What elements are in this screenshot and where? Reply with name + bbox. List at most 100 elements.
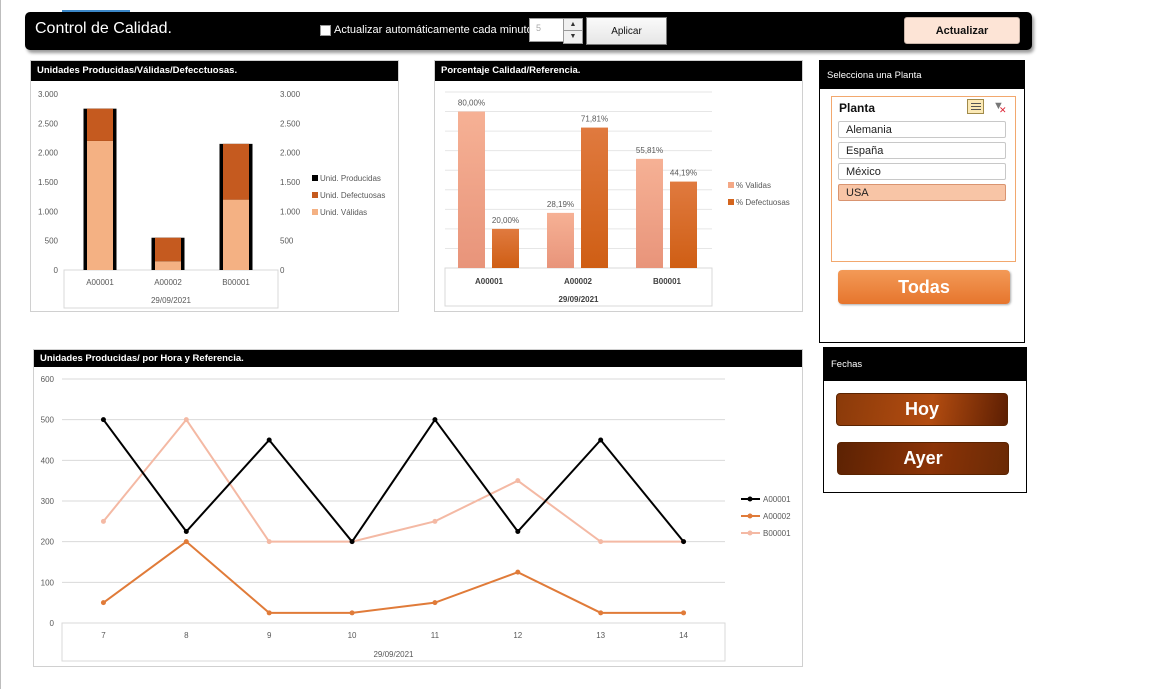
- x-axis-tick-label: 14: [679, 631, 688, 640]
- bar-defectuosas: [581, 127, 608, 268]
- data-point: [100, 600, 106, 606]
- refresh-button[interactable]: Actualizar: [904, 17, 1020, 44]
- legend-swatch: [312, 192, 318, 198]
- sheet-tab-indicator: [62, 10, 130, 13]
- x-axis-tick-label: 11: [431, 631, 440, 640]
- slicer-item-usa[interactable]: USA: [838, 184, 1006, 201]
- data-point: [515, 478, 521, 484]
- stepper-down-icon[interactable]: ▼: [569, 33, 577, 40]
- y-axis-tick-label: 500: [41, 416, 55, 425]
- data-point: [515, 569, 521, 575]
- data-point: [681, 610, 687, 616]
- legend-marker: [747, 513, 753, 519]
- category-label: A00002: [154, 278, 182, 287]
- x-axis-tick-label: 13: [596, 631, 605, 640]
- units-chart: 0 0 500 500 1.000 1.000 1.500 1.500 2.000 2.000 2.…: [38, 90, 385, 309]
- today-button[interactable]: Hoy: [836, 393, 1008, 426]
- quality-chart-panel: Porcentaje Calidad/Referencia. 80,00% 20,…: [434, 60, 803, 312]
- data-label: 28,19%: [547, 200, 574, 209]
- legend-swatch: [728, 182, 734, 188]
- data-label: 71,81%: [581, 115, 608, 124]
- hourly-chart-title: Unidades Producidas/ por Hora y Referenc…: [34, 350, 802, 367]
- category-label: A00001: [475, 277, 504, 286]
- bar-validas: [87, 140, 113, 270]
- category-label: A00001: [86, 278, 114, 287]
- bar-defectuosas: [670, 181, 697, 268]
- y-axis-tick-label: 2.500: [38, 119, 59, 128]
- legend-label: % Validas: [736, 181, 771, 190]
- multi-select-icon[interactable]: [967, 99, 984, 114]
- quality-chart: 80,00% 20,00% A00001 28,19% 71,81% A00002 55,8…: [444, 91, 790, 307]
- y-axis-tick-label: 600: [41, 375, 55, 384]
- data-label: 20,00%: [492, 216, 519, 225]
- data-point: [349, 539, 355, 545]
- bar-validas: [223, 199, 249, 270]
- y-axis-tick-label: 200: [41, 538, 55, 547]
- legend-marker: [747, 530, 753, 536]
- legend-swatch: [728, 199, 734, 205]
- plant-slicer: Planta ▼ ✕ Alemania España México USA: [831, 96, 1016, 262]
- stepper-up-icon[interactable]: ▲: [564, 19, 582, 31]
- x-axis-tick-label: 8: [184, 631, 189, 640]
- plant-slicer-header: Selecciona una Planta: [820, 61, 1024, 89]
- legend-label: B00001: [763, 529, 791, 538]
- minutes-input[interactable]: 5: [529, 18, 565, 42]
- apply-button[interactable]: Aplicar: [586, 17, 667, 45]
- plant-slicer-panel: Selecciona una Planta Planta ▼ ✕ Alemania…: [819, 60, 1025, 343]
- x-group-label: 29/09/2021: [373, 650, 414, 659]
- bar-validas: [636, 158, 663, 268]
- legend-label: A00002: [763, 512, 791, 521]
- all-plants-button[interactable]: Todas: [838, 270, 1010, 304]
- data-label: 44,19%: [670, 169, 697, 178]
- slicer-item-mexico[interactable]: México: [838, 163, 1006, 180]
- toolbar: Control de Calidad. Actualizar automátic…: [25, 12, 1032, 50]
- y2-axis-tick-label: 3.000: [280, 90, 301, 99]
- hourly-chart-panel: Unidades Producidas/ por Hora y Referenc…: [33, 349, 803, 667]
- auto-update-group: Actualizar automáticamente cada minutos:: [320, 24, 541, 36]
- auto-update-checkbox[interactable]: [320, 24, 331, 36]
- category-label: B00001: [653, 277, 682, 286]
- auto-update-label: Actualizar automáticamente cada minutos:: [334, 24, 542, 36]
- data-point: [598, 437, 604, 443]
- legend-label: A00001: [763, 495, 791, 504]
- x-group-label: 29/09/2021: [151, 296, 192, 305]
- data-point: [349, 610, 355, 616]
- y2-axis-tick-label: 1.000: [280, 207, 301, 216]
- yesterday-button[interactable]: Ayer: [837, 442, 1009, 475]
- data-point: [432, 600, 438, 606]
- x-axis-label-box: [444, 267, 713, 307]
- window-left-border: [0, 0, 1, 689]
- y2-axis-tick-label: 1.500: [280, 178, 301, 187]
- legend-label: % Defectuosas: [736, 198, 790, 207]
- y-axis-tick-label: 1.500: [38, 178, 59, 187]
- series-line-a00001: [102, 417, 685, 544]
- bar-validas: [458, 111, 485, 268]
- legend-label: Unid. Válidas: [320, 208, 367, 217]
- data-point: [515, 529, 521, 534]
- minutes-value: 5: [536, 23, 542, 33]
- y2-axis-tick-label: 0: [280, 266, 285, 275]
- units-chart-title: Unidades Producidas/Válidas/Defecctuosas…: [31, 61, 398, 81]
- data-label: 55,81%: [636, 146, 663, 155]
- x-group-label: 29/09/2021: [558, 295, 599, 304]
- slicer-item-espana[interactable]: España: [838, 142, 1006, 159]
- hourly-chart: 0 100 200 300 400 500 600 7 8 9 10 11 12 13 14 29/09/20…: [41, 375, 791, 662]
- data-point: [183, 539, 189, 545]
- x-axis-tick-label: 10: [348, 631, 357, 640]
- bar-validas: [155, 261, 181, 270]
- data-point: [183, 529, 189, 534]
- units-chart-panel: Unidades Producidas/Válidas/Defecctuosas…: [30, 60, 399, 312]
- legend-swatch: [312, 175, 318, 181]
- slicer-item-alemania[interactable]: Alemania: [838, 121, 1006, 138]
- x-axis-tick-label: 7: [101, 631, 106, 640]
- minutes-stepper: ▲ ▼: [563, 18, 583, 44]
- data-point: [100, 417, 106, 423]
- clear-filter-icon[interactable]: ▼ ✕: [993, 100, 1007, 115]
- series-line-b00001: [102, 417, 684, 543]
- y-axis-tick-label: 3.000: [38, 90, 59, 99]
- y-axis-tick-label: 2.000: [38, 149, 59, 158]
- bar-defectuosas: [492, 228, 519, 268]
- data-point: [432, 417, 438, 423]
- legend-marker: [747, 496, 753, 502]
- data-label: 80,00%: [458, 99, 485, 108]
